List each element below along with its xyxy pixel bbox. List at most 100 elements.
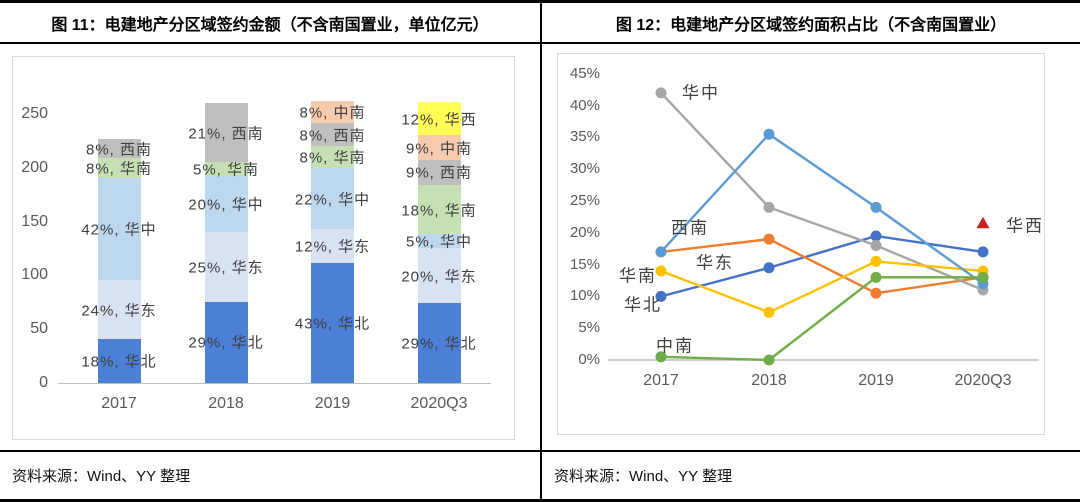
series-line-西南 [660, 132, 984, 285]
bar-segment-label: 5%, 华南 [192, 161, 260, 179]
y-tick-label: 40% [569, 96, 600, 114]
data-point-marker-华北 [655, 290, 667, 302]
bar-segment-label: 5%, 华中 [405, 233, 473, 251]
data-point-marker-华南 [655, 265, 667, 277]
bar-segment-label: 25%, 华东 [188, 259, 264, 277]
series-label-annotation-华南: 华南 [619, 266, 657, 286]
bar-segment-华北 [417, 303, 461, 383]
bar-segment-华东 [311, 229, 354, 263]
y-tick-label: 5% [578, 319, 600, 337]
bar-segment-label: 22%, 华中 [294, 191, 371, 209]
series-line-中南 [660, 276, 983, 362]
figure12-cell: 0% 5% 10% 15% 20% 25% 30% 35% 40% 45% 2017 2018 2019… [540, 44, 1080, 450]
bar-segment-西南 [417, 159, 461, 185]
figure11-source: 资料来源：Wind、YY 整理 [12, 468, 191, 485]
bar-segment-西南 [204, 103, 248, 162]
y-tick-label: 250 [21, 105, 48, 122]
data-point-marker-华南 [763, 306, 775, 318]
bar-segment-label: 12%, 华西 [401, 111, 477, 129]
x-axis-line [58, 383, 491, 384]
bar-segment-华东 [97, 280, 141, 340]
bar-segment-华东 [417, 248, 461, 304]
bar-segment-华南 [417, 184, 461, 235]
series-line-华中 [660, 92, 984, 292]
x-tick-label: 2020Q3 [954, 372, 1012, 389]
data-point-marker-中南 [655, 351, 667, 363]
series-line-华东 [660, 237, 984, 295]
data-point-marker-华中 [655, 87, 667, 99]
figure12-line-chart: 0% 5% 10% 15% 20% 25% 30% 35% 40% 45% 2017 2018 2019… [557, 53, 1045, 435]
bar-segment-label: 8%, 中南 [299, 104, 366, 122]
charts-row: 0 50 100 150 200 250 18%, 华北 24%, 华东 42%, 华中 8%, … [0, 44, 1080, 450]
data-point-marker-华北 [763, 262, 775, 274]
bar-segment-label: 20%, 华东 [401, 268, 477, 286]
bar-segment-label: 24%, 华东 [81, 302, 157, 320]
bar-segment-label: 8%, 西南 [85, 141, 153, 159]
data-point-marker-华西 [976, 216, 990, 229]
bar-segment-华北 [311, 262, 354, 383]
data-point-marker-中南 [763, 354, 775, 366]
bar-segment-中南 [417, 135, 461, 160]
y-tick-label: 50 [30, 320, 48, 338]
bar-segment-华中 [204, 175, 248, 232]
bar-segment-label: 20%, 华中 [188, 196, 264, 214]
bar-segment-华南 [311, 145, 354, 169]
series-label-annotation-华西: 华西 [1006, 216, 1044, 236]
figure12-title: 图 12：电建地产分区域签约面积占比（不含南国置业） [540, 3, 1080, 42]
data-point-marker-西南 [763, 128, 775, 140]
bar-segment-label: 18%, 华北 [81, 353, 157, 371]
bar-segment-label: 29%, 华北 [401, 335, 477, 353]
footer-row: 资料来源：Wind、YY 整理 资料来源：Wind、YY 整理 [0, 450, 1080, 499]
data-point-marker-西南 [655, 246, 667, 258]
data-point-marker-中南 [870, 271, 882, 283]
data-point-marker-华北 [870, 230, 882, 242]
data-point-marker-华北 [977, 246, 989, 258]
series-line-华北 [660, 234, 984, 298]
bar-segment-label: 18%, 华南 [401, 202, 477, 220]
y-tick-label: 200 [21, 158, 48, 176]
x-tick-label: 2017 [643, 372, 679, 389]
y-tick-label: 100 [21, 266, 48, 284]
y-tick-label: 10% [569, 287, 600, 305]
x-tick-label: 2020Q3 [410, 395, 468, 412]
y-tick-label: 45% [569, 64, 600, 82]
bar-segment-西南 [311, 123, 354, 146]
y-tick-label: 20% [569, 223, 600, 241]
data-point-marker-华中 [870, 240, 882, 252]
bar-segment-华南 [204, 161, 248, 176]
y-tick-label: 35% [569, 128, 600, 146]
bar-segment-label: 8%, 华南 [299, 149, 366, 167]
bar-segment-华中 [417, 234, 461, 249]
bar-segment-华北 [204, 301, 248, 383]
bar-segment-华中 [311, 168, 354, 230]
y-tick-label: 15% [569, 255, 600, 273]
line-chart-canvas [608, 87, 1039, 366]
figure11-title: 图 11：电建地产分区域签约金额（不含南国置业，单位亿元） [51, 16, 489, 34]
bar-segment-label: 8%, 西南 [299, 127, 366, 145]
data-point-marker-中南 [977, 271, 989, 283]
bar-segment-label: 42%, 华中 [81, 221, 157, 239]
bar-segment-label: 9%, 中南 [405, 140, 473, 158]
bar-segment-华南 [97, 158, 141, 178]
bar-segment-label: 12%, 华东 [294, 238, 371, 256]
y-tick-label: 0% [578, 351, 600, 368]
bar-segment-label: 9%, 西南 [405, 164, 473, 182]
y-tick-label: 25% [569, 192, 600, 209]
series-label-annotation-华北: 华北 [624, 295, 662, 315]
data-point-marker-华南 [870, 255, 882, 267]
bar-segment-华西 [417, 102, 461, 136]
x-tick-label: 2018 [751, 372, 787, 389]
y-tick-label: 30% [569, 160, 600, 178]
x-tick-label: 2019 [314, 395, 351, 412]
data-point-marker-华东 [763, 233, 775, 245]
bar-segment-华中 [97, 177, 141, 281]
data-point-marker-华中 [763, 201, 775, 213]
x-tick-label: 2018 [208, 395, 244, 412]
x-tick-label: 2019 [858, 372, 894, 389]
bar-segment-西南 [97, 138, 141, 159]
bar-segment-华东 [204, 231, 248, 302]
series-line-华南 [660, 260, 984, 314]
data-point-marker-华东 [870, 287, 882, 299]
series-label-annotation-华中: 华中 [682, 83, 720, 103]
